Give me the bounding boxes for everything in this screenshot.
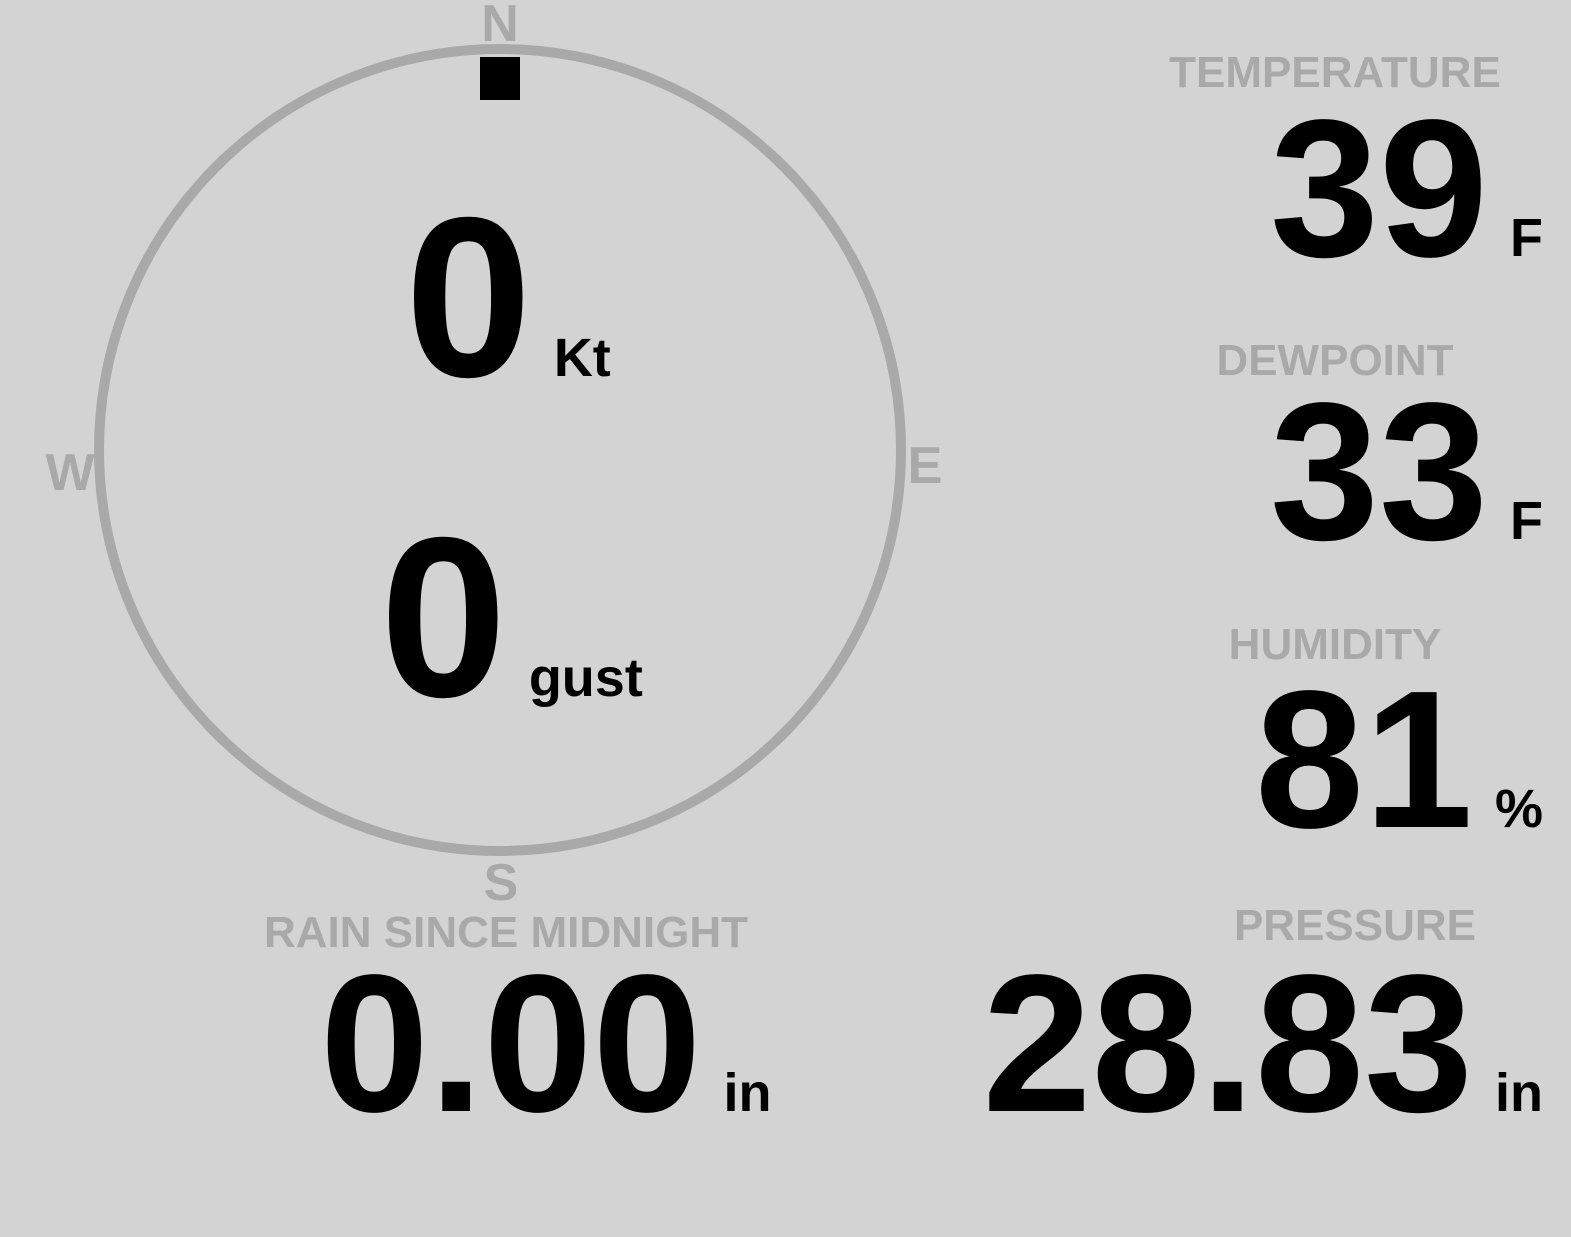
- rain-value: 0.00: [320, 934, 702, 1153]
- humidity-value: 81: [1254, 650, 1473, 869]
- humidity-readout: 81%: [1255, 662, 1543, 858]
- wind-gust-value: 0: [380, 491, 507, 745]
- temperature-label: TEMPERATURE: [1169, 48, 1501, 97]
- wind-speed-readout: 0 Kt: [405, 184, 611, 412]
- pressure-unit: in: [1495, 1063, 1543, 1123]
- compass-ring: [94, 44, 906, 856]
- wind-speed-value: 0: [405, 171, 532, 425]
- humidity-label: HUMIDITY: [1228, 620, 1442, 669]
- wind-gust-readout: 0 gust: [380, 504, 643, 732]
- dewpoint-unit: F: [1510, 491, 1543, 551]
- temperature-value: 39: [1269, 79, 1488, 298]
- rain-since-midnight-readout: 0.00 in: [320, 946, 771, 1142]
- dewpoint-readout: 33 F: [1270, 374, 1543, 570]
- dewpoint-value: 33: [1269, 362, 1488, 581]
- pressure-label: PRESSURE: [1233, 901, 1477, 950]
- rain-unit: in: [723, 1063, 772, 1123]
- compass-label-south: S: [483, 854, 519, 912]
- rain-since-midnight-label: RAIN SINCE MIDNIGHT: [264, 908, 748, 957]
- wind-speed-unit: Kt: [553, 328, 611, 388]
- dewpoint-label: DEWPOINT: [1216, 336, 1454, 385]
- pressure-readout: 28.83 in: [983, 946, 1543, 1142]
- humidity-unit: %: [1494, 779, 1543, 839]
- compass-label-east: E: [907, 437, 943, 495]
- compass-label-west: W: [45, 444, 95, 502]
- wind-gust-unit: gust: [528, 648, 643, 708]
- wind-direction-marker-icon: [480, 57, 520, 100]
- temperature-unit: F: [1510, 208, 1543, 268]
- temperature-readout: 39 F: [1270, 91, 1543, 287]
- wind-direction-rotor: [94, 44, 906, 856]
- pressure-value: 28.83: [982, 934, 1473, 1153]
- compass-label-north: N: [481, 0, 519, 53]
